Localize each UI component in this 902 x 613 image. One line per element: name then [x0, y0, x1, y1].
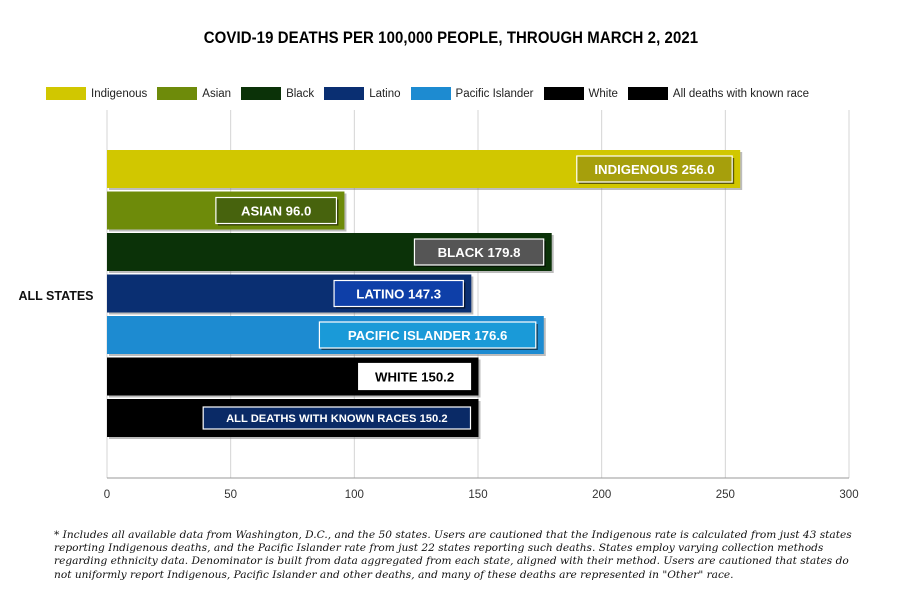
x-tick-label: 150	[468, 489, 487, 501]
legend-item: All deaths with known race	[627, 87, 810, 100]
legend-item: Pacific Islander	[410, 87, 534, 100]
chart-title: COVID-19 DEATHS PER 100,000 PEOPLE, THRO…	[203, 28, 699, 47]
legend-swatch	[324, 87, 365, 100]
legend-label: Pacific Islander	[455, 87, 534, 100]
data-label: LATINO 147.3	[356, 286, 441, 301]
legend-label: Asian	[202, 87, 232, 100]
x-tick-label: 0	[104, 489, 110, 501]
data-label: WHITE 150.2	[375, 369, 454, 384]
legend-item: White	[543, 87, 618, 100]
legend-label: Black	[286, 87, 315, 100]
legend-label: Latino	[369, 87, 401, 100]
data-label-box	[333, 279, 464, 308]
x-tick-label: 50	[224, 489, 237, 501]
legend-swatch	[46, 87, 86, 100]
x-tick-label: 300	[839, 489, 858, 501]
data-label: BLACK 179.8	[438, 245, 521, 260]
legend-item: Black	[241, 87, 314, 100]
data-label-box	[202, 406, 472, 430]
legend-swatch	[241, 87, 282, 100]
legend-item: Asian	[157, 87, 231, 100]
footnote: * Includes all available data from Washi…	[54, 529, 852, 581]
x-tick-label: 100	[345, 489, 364, 501]
legend-swatch	[410, 87, 451, 100]
legend-label: White	[588, 87, 618, 100]
legend-item: Latino	[324, 87, 401, 100]
legend-swatch	[543, 87, 584, 100]
data-label-box	[576, 155, 733, 183]
data-label: ALL DEATHS WITH KNOWN RACES 150.2	[226, 413, 448, 425]
legend-label: All deaths with known race	[672, 87, 810, 100]
category-label: ALL STATES	[19, 289, 94, 303]
legend: Indigenous Asian Black Latino Pacific Island…	[46, 87, 809, 100]
legend-swatch	[627, 87, 668, 100]
data-label-box	[215, 196, 338, 225]
data-label-box	[413, 238, 545, 266]
legend-label: Indigenous	[91, 87, 148, 100]
x-tick-label: 200	[592, 489, 611, 501]
data-label-box	[358, 362, 472, 391]
data-label: ASIAN 96.0	[241, 203, 311, 218]
data-label-box	[318, 321, 537, 349]
data-label: PACIFIC ISLANDER 176.6	[348, 328, 508, 343]
data-label: INDIGENOUS 256.0	[594, 162, 714, 177]
x-tick-label: 250	[716, 489, 735, 501]
legend-swatch	[157, 87, 198, 100]
legend-item: Indigenous	[46, 87, 147, 100]
